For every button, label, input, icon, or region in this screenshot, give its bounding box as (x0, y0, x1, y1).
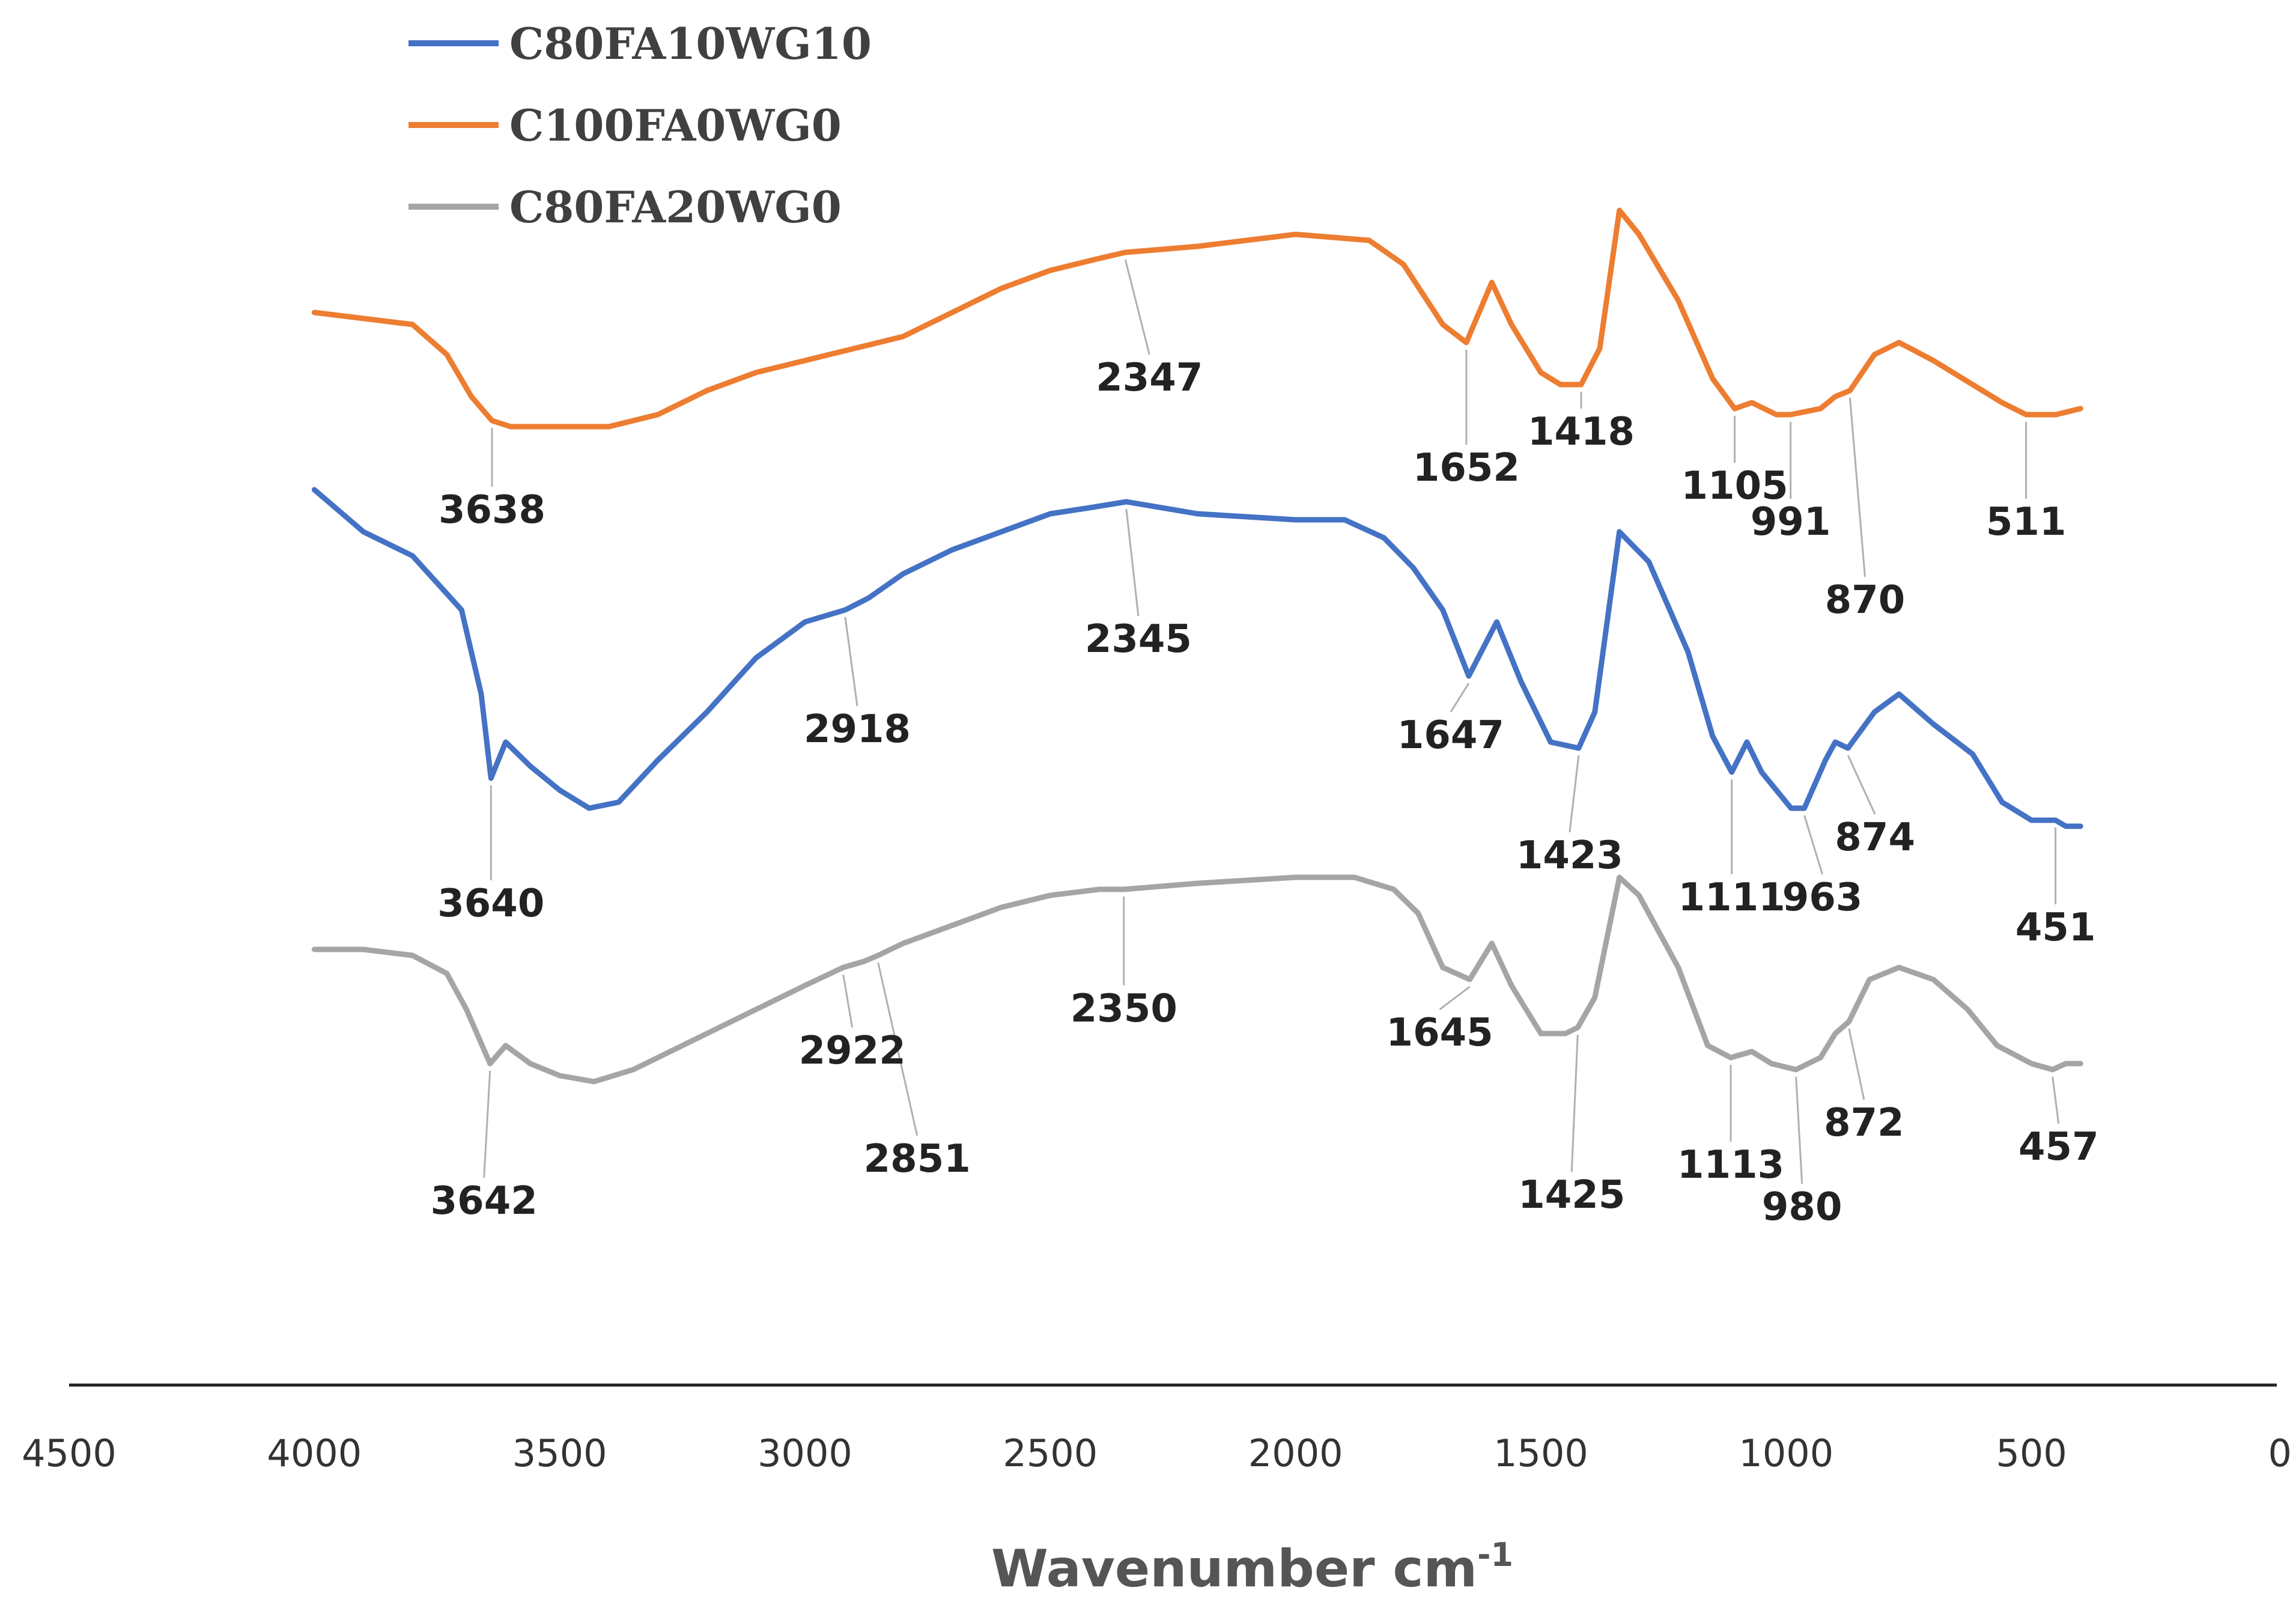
peak-label-c80fa20wg0-3642: 3642 (431, 1179, 538, 1223)
legend-label-c80fa10wg10: C80FA10WG10 (509, 18, 872, 69)
x-tick-label-4000: 4000 (267, 1431, 362, 1475)
x-tick-label-500: 500 (1996, 1431, 2067, 1475)
peak-label-c80fa10wg10-963: 963 (1782, 876, 1863, 920)
peak-label-c80fa10wg10-3640: 3640 (437, 882, 544, 926)
peak-leader-c80fa10wg10-2918 (844, 617, 858, 707)
peak-label-c80fa20wg0-872: 872 (1824, 1101, 1904, 1145)
peak-leader-c100fa0wg0-2347 (1124, 259, 1150, 355)
series-line-c80fa20wg0 (311, 874, 2083, 1085)
x-tick-label-1000: 1000 (1739, 1431, 1833, 1475)
peak-label-c80fa20wg0-1113: 1113 (1677, 1143, 1784, 1187)
peak-label-c80fa20wg0-1645: 1645 (1386, 1011, 1493, 1055)
peak-label-c80fa20wg0-2851: 2851 (864, 1137, 971, 1181)
x-axis-title-text: Wavenumber cm (991, 1539, 1477, 1599)
peak-leader-c80fa10wg10-1423 (1569, 755, 1580, 833)
peak-label-c80fa10wg10-1423: 1423 (1516, 833, 1623, 878)
peak-label-c80fa10wg10-1111: 1111 (1678, 876, 1785, 920)
peak-leader-c80fa10wg10-963 (1803, 815, 1824, 875)
peak-label-c100fa0wg0-1418: 1418 (1528, 410, 1635, 454)
peak-leader-c80fa20wg0-3642 (483, 1070, 491, 1178)
x-tick-label-1500: 1500 (1493, 1431, 1588, 1475)
peak-label-c80fa10wg10-2918: 2918 (804, 707, 911, 752)
peak-leader-c80fa20wg0-1645 (1439, 985, 1471, 1011)
peak-label-c80fa10wg10-1647: 1647 (1397, 713, 1504, 758)
x-axis-title-superscript: -1 (1477, 1536, 1513, 1574)
peak-label-c100fa0wg0-1105: 1105 (1681, 464, 1788, 508)
peak-leader-c80fa20wg0-980 (1795, 1076, 1803, 1184)
x-tick-label-0: 0 (2268, 1431, 2292, 1475)
peak-label-c80fa20wg0-457: 457 (2018, 1125, 2099, 1169)
peak-label-c80fa20wg0-980: 980 (1762, 1185, 1842, 1229)
peak-label-c80fa10wg10-874: 874 (1835, 815, 1915, 860)
peak-label-c80fa20wg0-1425: 1425 (1518, 1173, 1625, 1217)
legend-label-c100fa0wg0: C100FA0WG0 (509, 100, 842, 151)
peak-leader-c80fa20wg0-2922 (842, 974, 854, 1028)
x-axis-title: Wavenumber cm-1 (991, 1536, 1513, 1599)
x-tick-label-2500: 2500 (1003, 1431, 1098, 1475)
series-line-c100fa0wg0 (311, 207, 2083, 430)
legend-label-c80fa20wg0: C80FA20WG0 (509, 181, 842, 233)
peak-label-c80fa20wg0-2922: 2922 (799, 1029, 906, 1073)
peak-leader-c80fa20wg0-1425 (1570, 1034, 1579, 1172)
peak-label-c80fa10wg10-2345: 2345 (1085, 617, 1192, 662)
peak-label-c100fa0wg0-3638: 3638 (439, 488, 545, 532)
peak-label-c80fa20wg0-2350: 2350 (1071, 987, 1177, 1031)
peak-label-c100fa0wg0-1652: 1652 (1413, 446, 1520, 490)
peak-leader-c80fa10wg10-874 (1847, 755, 1876, 815)
x-tick-label-2000: 2000 (1248, 1431, 1343, 1475)
series-layer (311, 207, 2083, 1085)
peak-leader-c80fa10wg10-2345 (1125, 508, 1140, 617)
peak-leader-c80fa10wg10-1647 (1450, 683, 1470, 713)
peak-label-c100fa0wg0-991: 991 (1751, 500, 1831, 544)
peak-label-c100fa0wg0-870: 870 (1825, 578, 1906, 623)
peak-leader-c80fa20wg0-457 (2052, 1076, 2060, 1124)
x-tick-labels: 4500 4000 3500 3000 2500 2000 1500 1000 500 0 (22, 1431, 2292, 1475)
peak-leader-c80fa20wg0-2851 (877, 962, 919, 1136)
peak-leader-layer (483, 259, 2060, 1184)
series-line-c80fa10wg10 (311, 487, 2083, 829)
peak-label-c100fa0wg0-511: 511 (1986, 500, 2067, 544)
chart-legend: C80FA10WG10 C100FA0WG0 C80FA20WG0 (408, 18, 872, 233)
peak-leader-c100fa0wg0-870 (1849, 397, 1866, 577)
x-tick-label-3500: 3500 (512, 1431, 607, 1475)
x-tick-label-4500: 4500 (22, 1431, 117, 1475)
peak-leader-c80fa20wg0-872 (1848, 1028, 1865, 1100)
peak-label-c100fa0wg0-2347: 2347 (1096, 356, 1203, 400)
peak-label-c80fa10wg10-451: 451 (2015, 906, 2096, 950)
x-tick-label-3000: 3000 (758, 1431, 852, 1475)
